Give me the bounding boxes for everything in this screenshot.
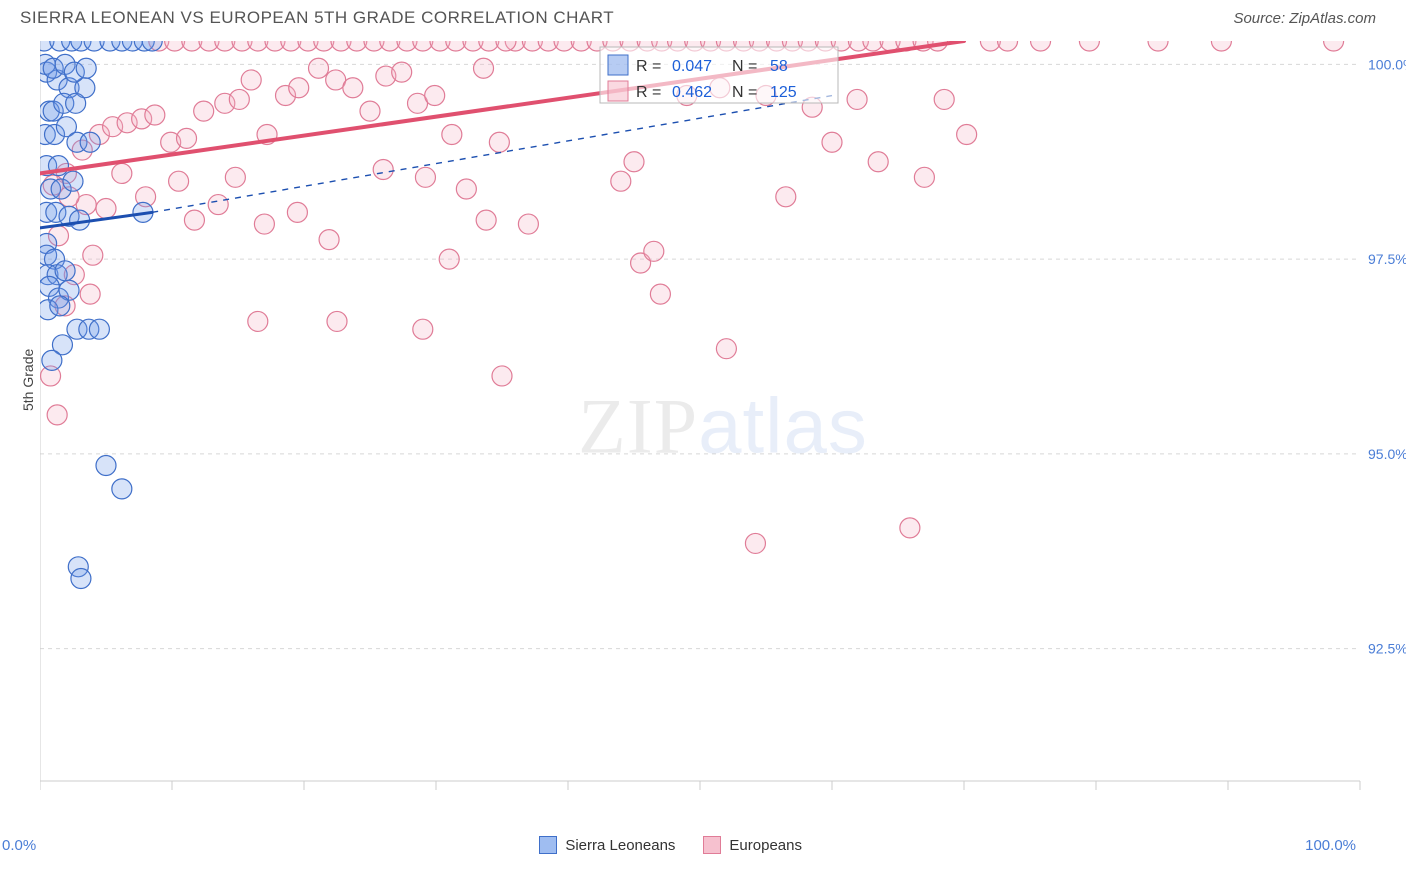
legend-label: Sierra Leoneans [565,837,675,854]
legend-swatch-icon [539,836,557,854]
y-axis-label: 5th Grade [20,349,36,411]
svg-text:95.0%: 95.0% [1368,446,1406,462]
svg-text:0.462: 0.462 [672,84,712,101]
legend-swatch-icon [703,836,721,854]
chart-area: 5th Grade 100.0%97.5%95.0%92.5%R =0.047N… [40,41,1406,811]
x-axis-min-label: 0.0% [2,837,36,854]
svg-text:97.5%: 97.5% [1368,251,1406,267]
bottom-legend: 0.0% Sierra Leoneans Europeans 100.0% [0,836,1366,854]
svg-text:N =: N = [732,58,757,75]
svg-text:92.5%: 92.5% [1368,641,1406,657]
svg-text:125: 125 [770,84,797,101]
svg-text:R =: R = [636,58,661,75]
x-axis-max-label: 100.0% [1305,837,1356,854]
svg-text:N =: N = [732,84,757,101]
svg-text:R =: R = [636,84,661,101]
chart-title: SIERRA LEONEAN VS EUROPEAN 5TH GRADE COR… [20,8,614,28]
scatter-plot: 100.0% 97.5% 95.0% 92.5% R = 0.047 N = 58 R = 0.4… [40,41,1406,811]
svg-text:100.0%: 100.0% [1368,56,1406,72]
legend-item-euro: Europeans [703,836,802,854]
legend-item-sierra: Sierra Leoneans [539,836,675,854]
svg-text:0.047: 0.047 [672,58,712,75]
source-credit: Source: ZipAtlas.com [1233,10,1376,27]
svg-text:58: 58 [770,58,788,75]
legend-label: Europeans [729,837,802,854]
